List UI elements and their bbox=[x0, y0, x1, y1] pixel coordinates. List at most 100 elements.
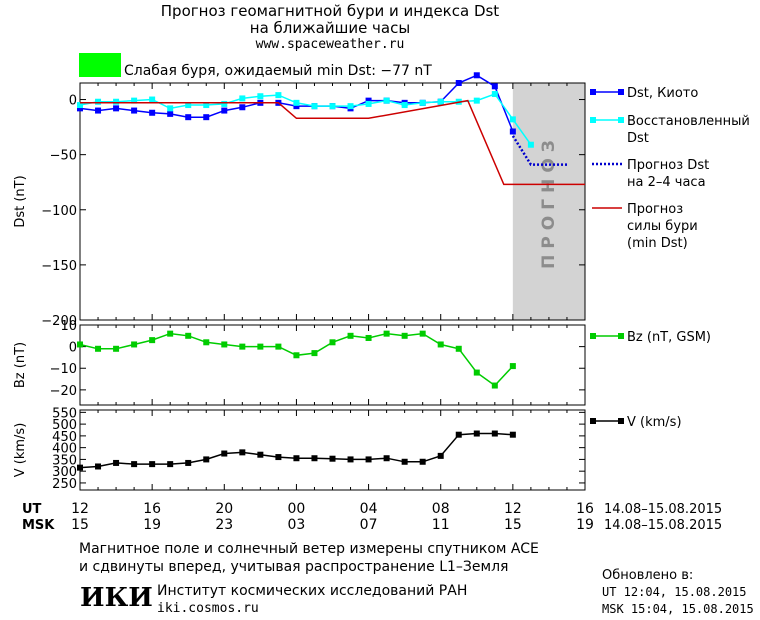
legend-marker bbox=[590, 418, 596, 424]
iki-logo: ИКИ bbox=[80, 583, 153, 613]
page-title: Прогноз геомагнитной бури и индекса Dst bbox=[160, 2, 500, 20]
data-point-dst bbox=[203, 102, 210, 109]
data-point-bz bbox=[257, 343, 264, 350]
data-point-dst bbox=[527, 141, 534, 148]
y-axis-label: Dst (nT) bbox=[13, 175, 28, 227]
data-point-dst bbox=[419, 99, 426, 106]
data-point-bz bbox=[131, 341, 138, 348]
ut-tick-label: 16 bbox=[143, 501, 161, 517]
legend-marker bbox=[618, 418, 624, 424]
msk-tick-label: 23 bbox=[215, 517, 233, 533]
msk-tick-label: 03 bbox=[288, 517, 306, 533]
data-point-bz bbox=[509, 363, 516, 370]
data-point-dst bbox=[347, 103, 354, 110]
data-point-bz bbox=[383, 330, 390, 337]
ut-tick-label: 20 bbox=[215, 501, 233, 517]
data-point-dst bbox=[383, 97, 390, 104]
legend-marker bbox=[618, 117, 624, 123]
y-axis-label: V (km/s) bbox=[13, 423, 28, 478]
data-point-v bbox=[293, 455, 300, 462]
legend-label: на 2–4 часа bbox=[627, 175, 706, 190]
data-point-v bbox=[77, 464, 83, 471]
series-line-bz-0 bbox=[79, 332, 514, 387]
data-point-dst bbox=[455, 80, 462, 86]
legend-marker bbox=[590, 117, 596, 123]
data-point-dst bbox=[221, 107, 228, 114]
y-tick-label: −100 bbox=[41, 204, 77, 219]
data-point-v bbox=[455, 431, 462, 438]
data-point-dst bbox=[491, 83, 498, 90]
data-point-dst bbox=[167, 105, 174, 112]
y-tick-label: −200 bbox=[41, 314, 77, 329]
ut-tick-label: 04 bbox=[360, 501, 378, 517]
data-point-dst bbox=[167, 110, 174, 117]
data-point-v bbox=[113, 459, 120, 466]
site-url[interactable]: www.spaceweather.ru bbox=[255, 37, 405, 52]
data-point-dst bbox=[257, 93, 264, 100]
data-point-dst bbox=[149, 96, 156, 103]
series-line-v-0 bbox=[79, 432, 513, 469]
data-point-dst bbox=[239, 104, 246, 111]
msk-tick-label: 07 bbox=[360, 517, 378, 533]
y-tick-label: −50 bbox=[50, 149, 77, 164]
data-point-v bbox=[95, 463, 102, 470]
data-point-dst bbox=[365, 97, 372, 104]
series-line-dst-3 bbox=[80, 99, 585, 186]
data-point-dst bbox=[185, 102, 192, 109]
ut-tick-label: 08 bbox=[432, 501, 450, 517]
data-point-dst bbox=[203, 114, 210, 121]
data-point-bz bbox=[77, 341, 83, 348]
forecast-band bbox=[512, 83, 585, 320]
data-point-bz bbox=[95, 345, 102, 352]
updated-ut: UT 12:04, 15.08.2015 bbox=[602, 585, 747, 599]
panel-frame-bz bbox=[79, 324, 586, 406]
y-tick-label: 250 bbox=[52, 477, 77, 492]
data-point-v bbox=[365, 456, 372, 463]
institute-url[interactable]: iki.cosmos.ru bbox=[157, 601, 259, 616]
data-point-v bbox=[491, 430, 498, 437]
data-point-dst bbox=[293, 99, 300, 106]
msk-tick-label: 15 bbox=[71, 517, 89, 533]
forecast-band-label: ПРОГНОЗ bbox=[539, 134, 559, 269]
data-point-dst bbox=[95, 98, 102, 105]
y-tick-label: −150 bbox=[41, 259, 77, 274]
data-point-dst bbox=[131, 107, 138, 114]
data-point-dst bbox=[311, 103, 318, 110]
data-point-dst bbox=[401, 102, 408, 109]
msk-tick-label: 19 bbox=[143, 517, 161, 533]
data-point-dst bbox=[95, 107, 102, 114]
data-point-dst bbox=[131, 97, 138, 104]
y-tick-label: 350 bbox=[52, 453, 77, 468]
msk-tick-label: 19 bbox=[576, 517, 594, 533]
y-tick-label: −20 bbox=[50, 384, 77, 399]
data-point-v bbox=[167, 461, 174, 468]
data-point-dst bbox=[239, 95, 246, 102]
data-point-dst bbox=[185, 114, 192, 121]
data-point-dst bbox=[77, 105, 83, 112]
ut-tick-label: 12 bbox=[71, 501, 89, 517]
data-point-bz bbox=[473, 369, 480, 376]
data-point-dst bbox=[437, 98, 444, 105]
legend-label: V (km/s) bbox=[627, 415, 682, 430]
data-point-dst bbox=[509, 128, 516, 135]
data-point-v bbox=[473, 430, 480, 437]
data-point-bz bbox=[185, 332, 192, 339]
data-point-dst bbox=[491, 91, 498, 98]
data-point-bz bbox=[275, 343, 282, 350]
ut-axis-label: UT bbox=[22, 502, 42, 517]
y-tick-label: 10 bbox=[60, 319, 77, 334]
legend-marker bbox=[590, 89, 596, 95]
data-point-bz bbox=[491, 382, 498, 389]
data-point-v bbox=[419, 458, 426, 465]
data-point-bz bbox=[365, 334, 372, 341]
data-point-dst bbox=[113, 105, 120, 112]
ut-tick-label: 12 bbox=[504, 501, 522, 517]
updated-label: Обновлено в: bbox=[602, 568, 694, 583]
data-point-v bbox=[275, 454, 282, 461]
data-point-v bbox=[347, 456, 354, 463]
data-point-bz bbox=[149, 337, 156, 344]
data-point-dst bbox=[473, 97, 480, 104]
data-point-v bbox=[257, 451, 264, 458]
updated-msk: MSK 15:04, 15.08.2015 bbox=[602, 602, 754, 616]
